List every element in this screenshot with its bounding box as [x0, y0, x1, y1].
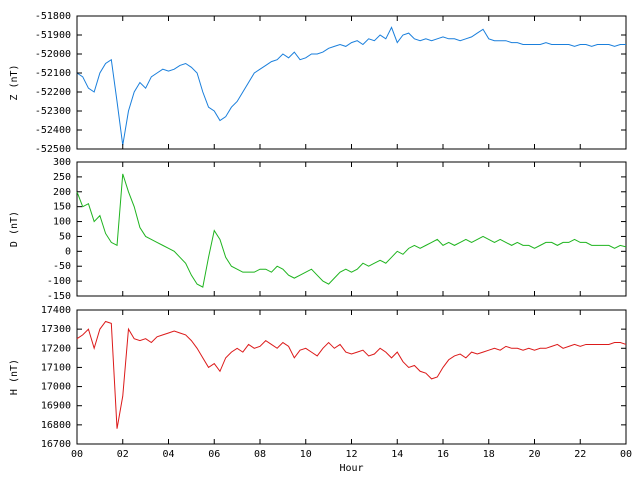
y-tick-label: 17200 — [41, 343, 71, 354]
y-axis-label: H (nT) — [9, 359, 20, 395]
y-tick-label: 17000 — [41, 382, 71, 393]
y-tick-label: -51900 — [35, 30, 71, 41]
y-tick-label: 250 — [53, 172, 71, 183]
y-tick-label: -52300 — [35, 106, 71, 117]
y-tick-label: 0 — [65, 246, 71, 257]
plot-frame — [76, 15, 627, 150]
y-tick-label: 200 — [53, 187, 71, 198]
y-tick-label: -51800 — [35, 11, 71, 22]
x-tick-label: 02 — [117, 449, 129, 460]
y-tick-label: -50 — [53, 261, 71, 272]
y-tick-label: -52100 — [35, 68, 71, 79]
x-tick-label: 00 — [71, 449, 83, 460]
y-tick-label: 17100 — [41, 362, 71, 373]
y-tick-label: -52400 — [35, 125, 71, 136]
x-tick-label: 18 — [483, 449, 495, 460]
data-line — [76, 26, 626, 146]
y-tick-label: -100 — [47, 276, 71, 287]
y-tick-label: 16700 — [41, 439, 71, 450]
y-tick-label: 150 — [53, 202, 71, 213]
x-tick-label: 20 — [528, 449, 540, 460]
x-tick-label: 14 — [391, 449, 403, 460]
x-axis-label: Hour — [339, 463, 363, 474]
y-tick-label: -52000 — [35, 49, 71, 60]
y-tick-label: 17300 — [41, 324, 71, 335]
y-tick-label: 100 — [53, 217, 71, 228]
x-tick-label: 22 — [574, 449, 586, 460]
y-tick-label: 16800 — [41, 420, 71, 431]
x-tick-label: 08 — [254, 449, 266, 460]
data-line — [76, 320, 627, 429]
x-tick-label: 00 — [620, 449, 632, 460]
y-tick-label: -150 — [47, 291, 71, 302]
y-tick-label: -52200 — [35, 87, 71, 98]
x-tick-label: 12 — [345, 449, 357, 460]
x-tick-label: 10 — [300, 449, 312, 460]
y-tick-label: 50 — [59, 231, 71, 242]
x-tick-label: 04 — [162, 449, 174, 460]
y-tick-label: 16900 — [41, 401, 71, 412]
y-tick-label: 17400 — [41, 305, 71, 316]
x-tick-label: 06 — [208, 449, 220, 460]
y-axis-label: Z (nT) — [9, 64, 20, 100]
plot-frame — [76, 309, 627, 445]
y-tick-label: -52500 — [35, 144, 71, 155]
plot-frame — [76, 161, 627, 297]
data-line — [76, 173, 627, 288]
y-tick-label: 300 — [53, 157, 71, 168]
y-axis-label: D (nT) — [9, 211, 20, 247]
x-tick-label: 16 — [437, 449, 449, 460]
